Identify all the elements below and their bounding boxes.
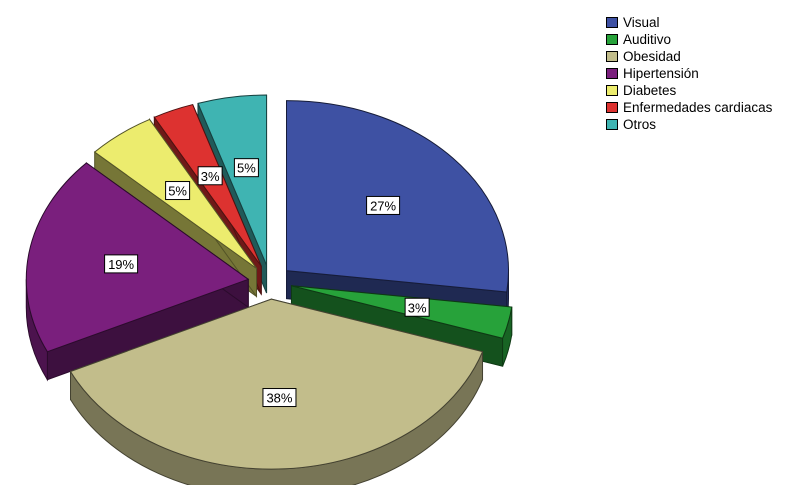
legend-label: Hipertensión [623,66,699,81]
svg-text:19%: 19% [108,257,134,272]
pie-slices [25,94,513,485]
legend-swatch [606,85,618,96]
data-label-4: 5% [165,181,191,201]
legend-label: Diabetes [623,83,677,98]
svg-text:5%: 5% [168,184,187,199]
chart-legend: Visual Auditivo Obesidad Hipertensión Diabet… [606,14,772,133]
data-label-0: 27% [366,195,401,215]
legend-item: Otros [606,116,772,133]
legend-item: Hipertensión [606,65,772,82]
legend-item: Auditivo [606,31,772,48]
data-label-3: 19% [104,254,139,274]
svg-text:3%: 3% [408,300,427,315]
svg-text:5%: 5% [237,161,256,176]
legend-swatch [606,119,618,130]
data-label-6: 5% [233,158,259,178]
legend-label: Enfermedades cardiacas [623,100,773,115]
legend-label: Obesidad [623,49,681,64]
pie-slice-2 [69,298,484,485]
data-label-2: 38% [262,388,297,408]
legend-swatch [606,68,618,79]
svg-text:27%: 27% [370,198,396,213]
legend-swatch [606,17,618,28]
legend-item: Enfermedades cardiacas [606,99,772,116]
legend-swatch [606,34,618,45]
legend-swatch [606,51,618,62]
data-label-5: 3% [197,166,223,186]
svg-text:38%: 38% [266,391,292,406]
legend-item: Visual [606,14,772,31]
legend-item: Diabetes [606,82,772,99]
pie-slice-1 [290,285,513,367]
legend-swatch [606,102,618,113]
legend-label: Auditivo [623,32,672,47]
legend-label: Otros [623,117,657,132]
pie-data-labels: 27% 3% 38% 19% 5% 3% 5% [104,158,430,408]
legend-label: Visual [623,15,660,30]
legend-item: Obesidad [606,48,772,65]
svg-text:3%: 3% [201,169,220,184]
data-label-1: 3% [404,297,430,317]
